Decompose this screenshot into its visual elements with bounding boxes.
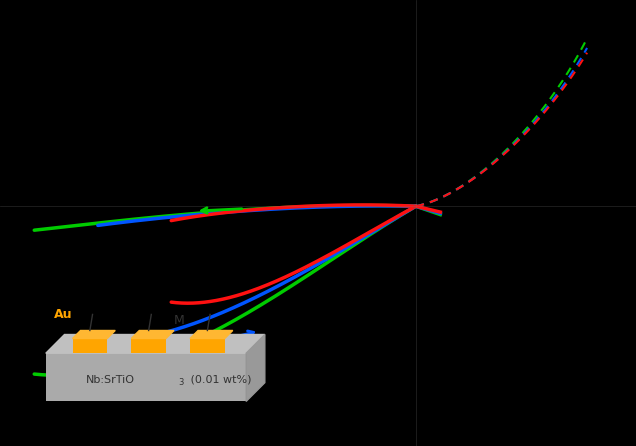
Text: (0.01 wt%): (0.01 wt%) <box>188 375 252 384</box>
Polygon shape <box>190 330 233 339</box>
FancyBboxPatch shape <box>46 353 246 401</box>
FancyBboxPatch shape <box>190 339 225 353</box>
Text: Au: Au <box>54 309 73 322</box>
Polygon shape <box>131 330 174 339</box>
Text: Nb:SrTiO: Nb:SrTiO <box>86 375 135 384</box>
Text: 3: 3 <box>178 378 183 387</box>
FancyBboxPatch shape <box>73 339 107 353</box>
Polygon shape <box>246 334 265 401</box>
Text: M: M <box>174 314 185 327</box>
Polygon shape <box>73 330 115 339</box>
FancyBboxPatch shape <box>131 339 166 353</box>
Polygon shape <box>46 334 265 353</box>
